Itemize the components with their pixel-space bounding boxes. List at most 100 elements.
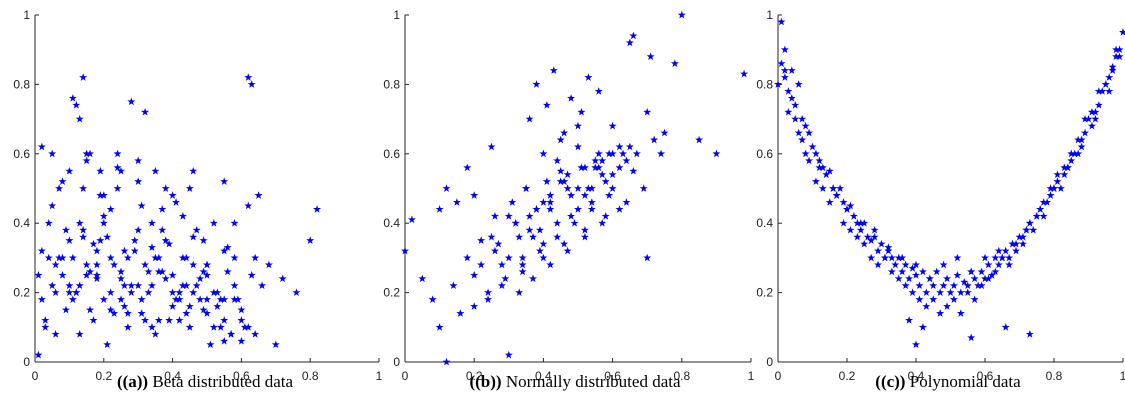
data-point <box>110 309 119 317</box>
scatter-chart-c: 0 0.2 0.4 0.6 0.8 1 0 0.2 0.4 0.6 0.8 1 <box>756 8 1125 383</box>
data-point <box>99 212 108 220</box>
data-point <box>497 260 506 269</box>
y-tick-label-a: 1 <box>23 8 30 22</box>
data-point <box>577 107 586 116</box>
data-point <box>863 232 872 241</box>
y-tick-label-c: 0 <box>766 355 773 369</box>
data-point <box>484 295 493 303</box>
data-point <box>213 302 222 310</box>
data-point <box>504 350 513 359</box>
data-point <box>529 232 538 241</box>
data-point <box>1067 156 1076 165</box>
data-point <box>477 236 486 244</box>
data-point <box>144 288 153 296</box>
data-point <box>567 191 576 199</box>
data-point <box>237 316 246 324</box>
data-point <box>939 281 948 290</box>
data-point <box>898 253 907 262</box>
data-point <box>127 288 136 296</box>
y-tick-label-b: 0.6 <box>383 147 400 161</box>
data-point <box>1087 107 1096 116</box>
data-point <box>37 142 46 151</box>
data-point <box>504 253 513 262</box>
data-point <box>1091 107 1100 116</box>
data-point <box>591 163 600 172</box>
data-point <box>925 274 934 283</box>
data-point <box>82 260 91 269</box>
y-tick-label-c: 1 <box>766 8 773 22</box>
data-point <box>123 253 132 262</box>
data-point <box>470 191 479 199</box>
data-point <box>147 323 156 331</box>
data-point <box>1050 184 1058 192</box>
data-point <box>251 253 260 262</box>
data-point <box>825 198 834 206</box>
data-point <box>120 281 129 290</box>
data-point <box>484 288 493 296</box>
data-point <box>625 38 634 47</box>
data-point <box>553 156 562 165</box>
data-point <box>230 253 239 262</box>
data-point <box>546 205 555 213</box>
data-point <box>608 121 617 130</box>
data-point <box>48 281 57 290</box>
data-point <box>1074 135 1083 144</box>
data-point <box>815 163 824 172</box>
data-point <box>134 225 143 234</box>
data-point <box>1112 52 1121 61</box>
data-point <box>306 236 315 244</box>
data-point <box>511 219 520 227</box>
data-point <box>1108 62 1117 71</box>
data-point <box>1015 232 1024 241</box>
data-point <box>51 260 60 269</box>
data-point <box>598 219 607 227</box>
data-point <box>577 163 586 172</box>
data-point <box>594 163 603 172</box>
data-point <box>915 295 924 303</box>
data-point <box>981 274 989 283</box>
data-point <box>161 236 170 244</box>
data-point <box>134 281 143 290</box>
x-tick-label-c: 1 <box>1120 369 1125 383</box>
data-point <box>1032 212 1041 220</box>
data-point <box>106 305 115 314</box>
data-point <box>981 253 989 262</box>
data-point <box>1043 198 1052 206</box>
data-point <box>615 142 624 151</box>
data-point <box>99 191 108 199</box>
data-point <box>418 274 427 283</box>
data-point <box>860 219 869 227</box>
data-point <box>784 87 793 95</box>
data-point <box>839 219 848 227</box>
data-point <box>209 323 218 331</box>
data-point <box>956 288 965 296</box>
data-point <box>780 66 789 74</box>
data-point <box>206 340 215 349</box>
data-point <box>580 225 589 234</box>
data-point <box>846 225 855 234</box>
data-point <box>574 205 582 213</box>
x-tick-label-b: 0.2 <box>466 369 483 383</box>
data-point <box>192 281 201 290</box>
data-point <box>428 295 437 303</box>
data-point <box>504 212 513 220</box>
data-point <box>216 295 225 303</box>
data-point <box>41 316 50 324</box>
data-point <box>168 288 177 296</box>
data-point <box>525 212 534 220</box>
data-point <box>580 232 589 241</box>
data-point <box>106 205 115 213</box>
data-point <box>936 309 945 317</box>
data-point <box>89 316 98 324</box>
data-point <box>401 246 409 255</box>
data-point <box>230 295 239 303</box>
data-point <box>79 184 88 192</box>
data-point <box>780 73 789 81</box>
data-point <box>158 225 167 234</box>
y-tick-label-b: 0.8 <box>383 77 400 91</box>
data-point <box>518 260 527 269</box>
data-point <box>1098 87 1107 95</box>
data-point <box>953 271 962 279</box>
data-point <box>65 236 74 244</box>
data-point <box>178 253 187 262</box>
